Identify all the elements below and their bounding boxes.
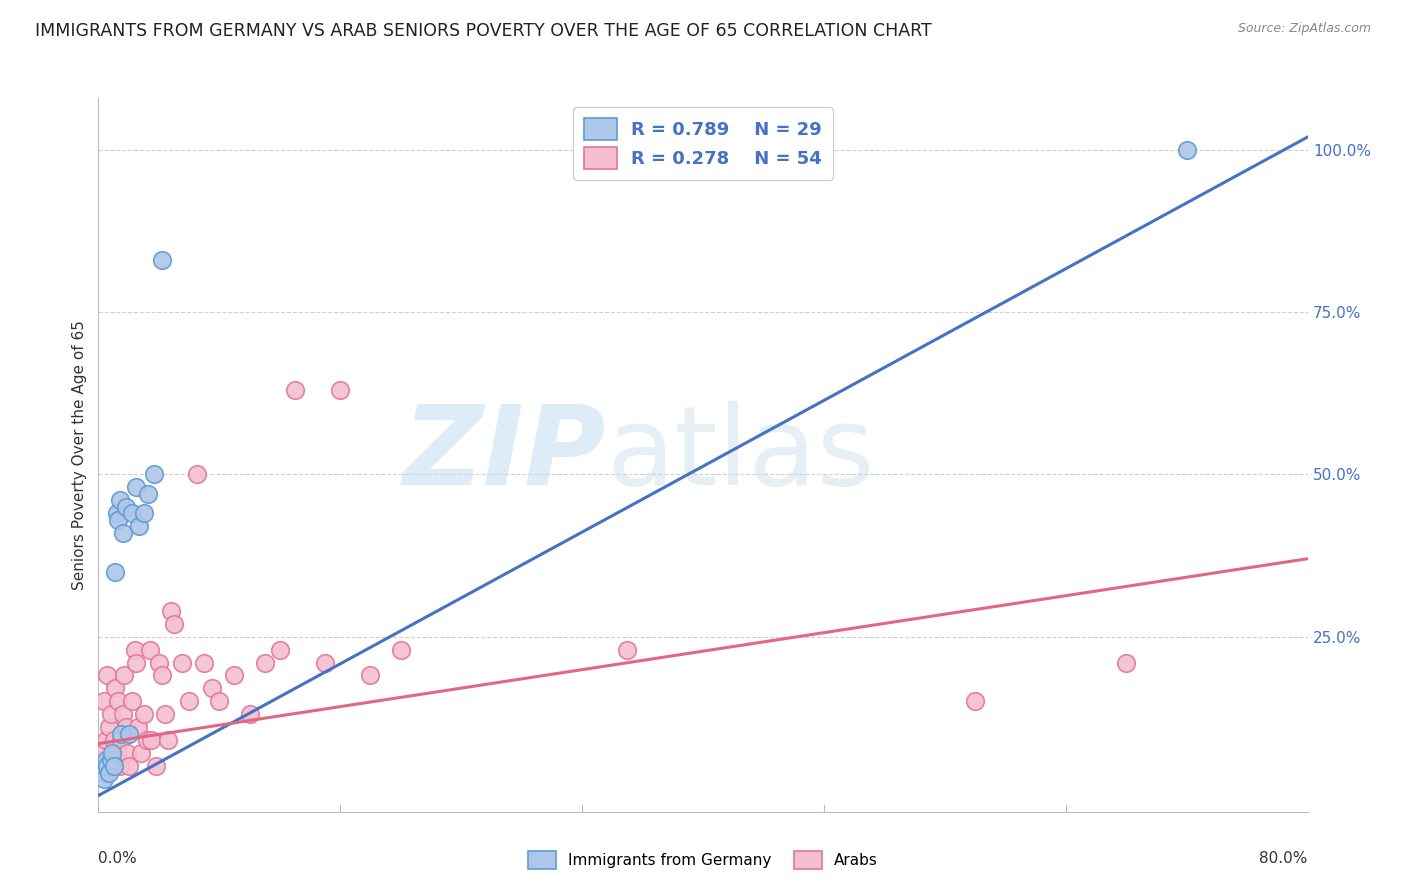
Point <box>150 668 173 682</box>
Point <box>129 747 152 761</box>
Legend: R = 0.789    N = 29, R = 0.278    N = 54: R = 0.789 N = 29, R = 0.278 N = 54 <box>574 107 832 180</box>
Point <box>136 487 159 501</box>
Point <box>170 656 193 670</box>
Point <box>143 467 166 482</box>
Point <box>111 525 134 540</box>
Point <box>96 759 118 773</box>
Point <box>105 747 128 761</box>
Text: ZIP: ZIP <box>402 401 606 508</box>
Text: atlas: atlas <box>606 401 875 508</box>
Point <box>104 565 127 579</box>
Point <box>110 727 132 741</box>
Point <box>125 656 148 670</box>
Point <box>90 759 112 773</box>
Point <box>107 513 129 527</box>
Point <box>224 668 246 682</box>
Point <box>201 681 224 696</box>
Point <box>124 642 146 657</box>
Point <box>94 753 117 767</box>
Text: Source: ZipAtlas.com: Source: ZipAtlas.com <box>1237 22 1371 36</box>
Point <box>111 707 134 722</box>
Point <box>96 668 118 682</box>
Point <box>125 480 148 494</box>
Point <box>160 604 183 618</box>
Point <box>89 753 111 767</box>
Point <box>118 759 141 773</box>
Point <box>114 720 136 734</box>
Point <box>121 506 143 520</box>
Y-axis label: Seniors Poverty Over the Age of 65: Seniors Poverty Over the Age of 65 <box>72 320 87 590</box>
Point <box>101 747 124 761</box>
Point <box>135 733 157 747</box>
Point <box>118 727 141 741</box>
Point <box>329 383 352 397</box>
Text: 0.0%: 0.0% <box>98 851 138 865</box>
Point <box>139 642 162 657</box>
Point <box>115 747 138 761</box>
Point <box>103 759 125 773</box>
Point <box>150 253 173 268</box>
Point <box>239 707 262 722</box>
Point <box>112 668 135 682</box>
Text: 80.0%: 80.0% <box>1260 851 1308 865</box>
Point <box>90 759 112 773</box>
Point <box>108 493 131 508</box>
Point <box>98 765 121 780</box>
Point <box>616 642 638 657</box>
Point <box>1115 656 1137 670</box>
Point <box>153 707 176 722</box>
Point <box>193 656 215 670</box>
Point <box>141 733 163 747</box>
Point <box>110 733 132 747</box>
Legend: Immigrants from Germany, Arabs: Immigrants from Germany, Arabs <box>522 845 884 875</box>
Point <box>253 656 276 670</box>
Point <box>179 694 201 708</box>
Point <box>163 616 186 631</box>
Point <box>114 500 136 514</box>
Point <box>93 694 115 708</box>
Point <box>104 681 127 696</box>
Point <box>132 506 155 520</box>
Point <box>145 759 167 773</box>
Point <box>284 383 307 397</box>
Point <box>269 642 291 657</box>
Point <box>94 733 117 747</box>
Point <box>108 759 131 773</box>
Point <box>127 720 149 734</box>
Point <box>148 656 170 670</box>
Point <box>93 772 115 787</box>
Point <box>100 707 122 722</box>
Point <box>156 733 179 747</box>
Point <box>101 753 124 767</box>
Point <box>103 733 125 747</box>
Point <box>132 707 155 722</box>
Point <box>128 519 150 533</box>
Point <box>100 753 122 767</box>
Point <box>965 694 987 708</box>
Point <box>208 694 231 708</box>
Point <box>360 668 382 682</box>
Point <box>314 656 336 670</box>
Point <box>98 720 121 734</box>
Point <box>91 765 114 780</box>
Point <box>105 506 128 520</box>
Point <box>1175 143 1198 157</box>
Point <box>91 747 114 761</box>
Point <box>389 642 412 657</box>
Point <box>186 467 208 482</box>
Text: IMMIGRANTS FROM GERMANY VS ARAB SENIORS POVERTY OVER THE AGE OF 65 CORRELATION C: IMMIGRANTS FROM GERMANY VS ARAB SENIORS … <box>35 22 932 40</box>
Point <box>121 694 143 708</box>
Point <box>107 694 129 708</box>
